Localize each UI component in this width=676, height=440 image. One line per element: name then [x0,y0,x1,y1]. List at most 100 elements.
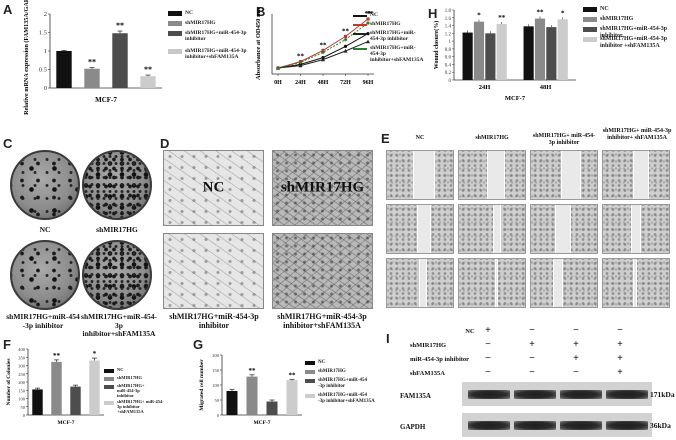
significance-star: ** [367,10,375,18]
y-tick-label: 1 [44,48,47,55]
bar [266,401,278,415]
y-tick-label: 0 [449,79,452,84]
legend-swatch [583,37,597,42]
y-tick-label: 0 [23,413,26,418]
legend-swatch [583,17,597,22]
panel-f-chart: 0 50 100 150 200 250 300 350 400 MCF-7 Number of C… [6,347,104,426]
wb-band [468,390,510,399]
y-axis-label: Wound closure(%) [433,21,440,69]
panel-letter-g: G [193,337,204,352]
legend-label: shMIR17HG+miR-454 -3p inhibitor+shFAM135… [318,393,375,404]
wb-band [468,421,510,430]
legend-item: shMIR17HG [168,20,216,26]
x-tick-label: 48H [318,80,329,86]
legend-swatch [305,379,315,383]
bar [246,376,258,415]
y-tick-label: 1.2 [445,32,452,37]
legend-swatch [305,361,315,365]
wound-image [530,150,598,200]
wb-sign: − [529,325,535,336]
legend-label: NC [318,360,326,365]
data-point [298,60,303,65]
wound-image [386,204,454,254]
legend-swatch [305,394,315,398]
significance-star: ** [365,10,373,18]
y-tick-label: 0.5 [39,67,47,74]
wound-image [458,204,526,254]
wound-image [386,258,454,308]
wound-gap [417,205,431,253]
wound-image [458,258,526,308]
legend-label: shMIR17HG [117,375,143,380]
y-tick-label: 0 [44,85,47,92]
transwell-image-shmir17hg: shMIR17HG [272,150,373,226]
bar [140,76,156,88]
wb-membrane-gapdh [462,413,652,437]
y-tick-label: 1.4 [445,25,452,30]
transwell-label-inhibitor: shMIR17HG+miR-454-3p inhibitor [169,312,259,331]
bar [32,389,43,415]
bar [56,51,72,88]
significance-star: * [561,9,565,17]
y-tick-label: 1.6 [445,17,452,22]
series-line [277,22,369,69]
wound-gap [561,151,581,199]
legend-item: shMIR17HG [305,369,346,375]
legend-item: NC [305,360,325,366]
wound-image [530,258,598,308]
legend-swatch [353,24,367,26]
legend-label: shMIR17HG+miR-454-3p inhibitor +shFAM135… [600,36,668,49]
wb-sign: − [485,367,491,378]
y-tick-label: 100 [212,383,220,388]
legend-label: shMIR17HG+miR-454-3p inhibitor [370,30,416,43]
bar [496,24,507,80]
data-point [343,34,348,38]
wb-sign: − [529,367,535,378]
significance-star: * [477,12,481,20]
panel-letter-c: C [3,136,13,151]
panel-letter-a: A [3,2,13,17]
wb-protein-gapdh: GAPDH [400,423,426,431]
wound-header-inhibitor: shMIR17HG+ miR-454-3p inhibitor [532,133,596,146]
transwell-image-inhibitor [163,233,264,309]
wb-band [560,390,602,399]
colony-label-nc: NC [39,225,51,234]
legend-item: shMIR17HG+miR-454-3p inhibitor+shFAM135A [168,48,252,60]
data-point [366,17,370,21]
wb-band [514,421,556,430]
colony-plate-inhibitor [10,240,80,310]
bar [523,26,534,80]
wound-gap [419,259,427,307]
y-tick-label: 0.6 [445,56,452,61]
y-tick-label: 1.8 [445,9,452,14]
y-tick-label: 1 [449,40,452,45]
x-tick-label: 0H [274,80,282,86]
y-axis-label: Absorbance at OD450 nm [255,7,262,80]
y-tick-label: 200 [18,380,26,385]
legend-label: shMIR17HG+miR-454 -3p inhibitor [318,378,367,389]
x-tick-label: 24H [295,80,306,86]
wound-gap [633,259,637,307]
legend-swatch [168,31,182,36]
y-tick-label: 0.8 [445,48,452,53]
colony-plate-inhibitor-shfam135a [82,240,152,310]
bar [286,380,298,415]
x-tick-label: 72H [340,80,351,86]
y-tick-label: 100 [18,397,26,402]
colony-label-inhibitor-shfam135a: shMIR17HG+miR-454-3p inhibitor+shFAM135A [81,312,157,339]
y-tick-label: 2 [44,11,47,18]
legend-label: shMIR17HG+miR-454-3p inhibitor [600,26,668,39]
wb-band [606,390,648,399]
panel-letter-e: E [381,131,390,146]
wb-band [514,390,556,399]
y-tick-label: 1.5 [39,30,47,37]
wound-header-shmir17hg: shMIR17HG [475,135,509,141]
legend-item: shMIR17HG+ miR-454-3p inhibitor [104,383,154,399]
bar [557,19,568,80]
legend-swatch [168,11,182,16]
legend-label: shMIR17HG [185,20,216,26]
legend-swatch [168,49,182,54]
panel-letter-f: F [3,337,11,352]
x-axis-label: MCF-7 [95,96,117,104]
